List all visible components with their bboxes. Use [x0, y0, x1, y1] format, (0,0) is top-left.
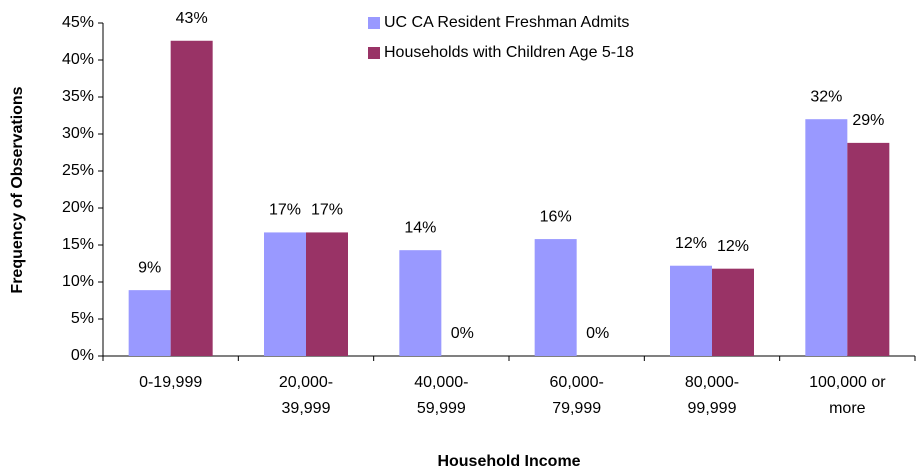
x-tick-label-line: 79,999	[552, 400, 601, 417]
bar	[264, 232, 306, 356]
legend-swatch	[368, 17, 380, 29]
bar	[399, 250, 442, 356]
x-tick-label-line: 60,000-	[550, 374, 604, 391]
data-label: 43%	[176, 10, 208, 27]
y-tick-label: 40%	[62, 51, 94, 68]
y-axis-title: Frequency of Observations	[9, 86, 26, 293]
y-tick-label: 0%	[71, 347, 94, 364]
x-tick-label-line: 99,999	[688, 400, 737, 417]
y-tick-label: 30%	[62, 125, 94, 142]
data-label: 29%	[852, 112, 884, 129]
x-tick-label-line: 0-19,999	[139, 374, 202, 391]
data-label: 12%	[675, 235, 707, 252]
bar	[712, 268, 754, 356]
data-label: 17%	[311, 202, 343, 219]
bar	[128, 290, 171, 356]
data-label: 0%	[451, 325, 474, 342]
x-tick-label: 100,000 or more	[809, 374, 886, 417]
legend-label: UC CA Resident Freshman Admits	[384, 14, 629, 31]
data-label: 16%	[540, 208, 572, 225]
x-tick-label-line: 80,000-	[685, 374, 739, 391]
data-label: 14%	[404, 219, 436, 236]
data-label: 0%	[586, 325, 609, 342]
bar	[847, 142, 890, 356]
bar	[170, 40, 213, 356]
x-tick-label-line: 40,000-	[414, 374, 468, 391]
x-tick-label-line: more	[829, 400, 866, 417]
bar	[805, 119, 848, 356]
x-tick-label: 40,000- 59,999	[414, 374, 468, 417]
legend-label: Households with Children Age 5-18	[384, 44, 634, 61]
bar	[670, 265, 712, 356]
y-tick-label: 25%	[62, 162, 94, 179]
y-tick-label: 45%	[62, 14, 94, 31]
x-tick-label: 80,000- 99,999	[685, 374, 739, 417]
x-tick-label-line: 39,999	[282, 400, 331, 417]
x-axis-title: Household Income	[437, 453, 580, 470]
y-tick-label: 15%	[62, 236, 94, 253]
y-tick-label: 35%	[62, 88, 94, 105]
x-tick-label: 60,000- 79,999	[550, 374, 604, 417]
data-label: 17%	[269, 202, 301, 219]
x-tick-label-line: 20,000-	[279, 374, 333, 391]
data-label: 32%	[810, 88, 842, 105]
data-label: 9%	[138, 259, 161, 276]
x-tick-label-line: 100,000 or	[809, 374, 886, 391]
bar	[534, 239, 577, 356]
x-tick-label: 0-19,999	[139, 374, 202, 391]
legend-swatch	[368, 47, 380, 59]
x-tick-label: 20,000- 39,999	[279, 374, 333, 417]
x-tick-label-line: 59,999	[417, 400, 466, 417]
y-tick-label: 5%	[71, 310, 94, 327]
y-tick-label: 10%	[62, 273, 94, 290]
bar	[306, 232, 348, 356]
data-label: 12%	[717, 238, 749, 255]
y-tick-label: 20%	[62, 199, 94, 216]
